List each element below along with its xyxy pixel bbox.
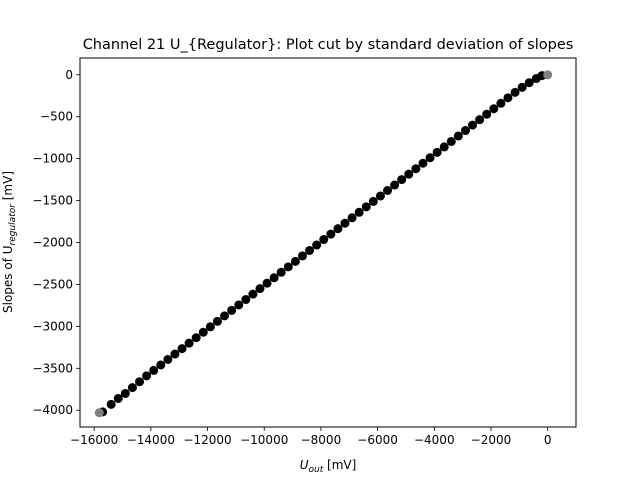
y-tick-label-1: −500: [40, 110, 73, 124]
data-point-s0-2: [113, 393, 123, 403]
data-point-s0-13: [191, 333, 201, 343]
y-tick-label-5: −2500: [32, 277, 73, 291]
x-tick-label-7: −2000: [471, 433, 512, 447]
data-point-s0-15: [205, 322, 215, 332]
data-point-s0-50: [453, 131, 463, 141]
data-point-s0-48: [439, 142, 449, 152]
x-axis-ticks: −16000 −14000 −12000 −10000 −8000 −6000 −4000 −…: [70, 427, 551, 447]
data-point-s0-37: [361, 202, 371, 212]
x-axis-label-subscript: out: [308, 465, 323, 475]
y-tick-label-0: 0: [65, 68, 73, 82]
x-axis-label-unit: [mV]: [323, 458, 356, 472]
data-point-s0-20: [241, 295, 251, 305]
data-point-s0-53: [475, 115, 485, 125]
data-point-s0-57: [503, 93, 513, 103]
data-point-s0-14: [198, 327, 208, 337]
data-point-s0-34: [340, 218, 350, 228]
data-points: [94, 70, 553, 418]
data-point-s0-58: [510, 87, 520, 97]
data-point-s0-7: [149, 365, 159, 375]
data-point-s0-3: [120, 388, 130, 398]
data-point-s0-59: [517, 82, 527, 92]
data-point-s0-9: [163, 354, 173, 364]
data-point-s0-1: [106, 399, 116, 409]
x-tick-label-0: −16000: [70, 433, 118, 447]
y-axis-label-subscript: regulator: [8, 203, 18, 246]
y-axis-label-unit: [mV]: [1, 171, 15, 204]
y-tick-label-6: −3000: [32, 319, 73, 333]
data-point-s0-43: [404, 169, 414, 179]
y-tick-label-2: −1000: [32, 152, 73, 166]
y-axis-label-main: Slopes of U: [1, 245, 15, 313]
x-tick-label-1: −14000: [127, 433, 175, 447]
data-point-s0-8: [156, 360, 166, 370]
data-point-s0-55: [489, 104, 499, 114]
data-point-s1-1: [543, 70, 553, 80]
data-point-s0-12: [184, 338, 194, 348]
data-point-s0-21: [248, 289, 258, 299]
data-point-s0-36: [354, 207, 364, 217]
data-point-s0-16: [212, 316, 222, 326]
data-point-s0-23: [262, 278, 272, 288]
data-point-s0-49: [446, 136, 456, 146]
x-tick-label-2: −12000: [183, 433, 231, 447]
data-point-s0-51: [460, 126, 470, 136]
y-tick-label-8: −4000: [32, 403, 73, 417]
y-tick-label-4: −2000: [32, 236, 73, 250]
data-point-s0-11: [177, 344, 187, 354]
data-point-s0-29: [305, 245, 315, 255]
data-point-s0-35: [347, 213, 357, 223]
data-point-s0-30: [312, 240, 322, 250]
y-tick-label-7: −3500: [32, 361, 73, 375]
data-point-s0-18: [227, 305, 237, 315]
y-axis-ticks: 0 −500 −1000 −1500 −2000 −2500 −3000 −3500 −4000: [32, 68, 80, 417]
data-point-s0-46: [425, 153, 435, 163]
data-point-s0-26: [283, 262, 293, 272]
x-tick-label-8: 0: [544, 433, 552, 447]
data-point-s0-22: [255, 284, 265, 294]
data-point-s0-44: [411, 164, 421, 174]
data-point-s0-24: [269, 273, 279, 283]
data-point-s0-19: [234, 300, 244, 310]
data-point-s0-5: [135, 377, 145, 387]
data-point-s0-33: [333, 224, 343, 234]
data-point-s0-17: [220, 311, 230, 321]
x-tick-label-6: −4000: [414, 433, 455, 447]
data-point-s0-27: [290, 256, 300, 266]
data-point-s0-41: [390, 180, 400, 190]
data-point-s0-32: [326, 229, 336, 239]
x-axis-label: Uout [mV]: [300, 458, 357, 475]
data-point-s1-0: [94, 408, 104, 418]
data-point-s0-10: [170, 349, 180, 359]
x-tick-label-5: −6000: [357, 433, 398, 447]
data-point-s0-28: [297, 251, 307, 261]
data-point-s0-38: [368, 196, 378, 206]
y-tick-label-3: −1500: [32, 194, 73, 208]
data-point-s0-39: [375, 191, 385, 201]
data-point-s0-47: [432, 147, 442, 157]
data-point-s0-25: [276, 267, 286, 277]
data-point-s0-4: [127, 383, 137, 393]
y-axis-label: Slopes of Uregulator [mV]: [1, 171, 18, 313]
data-point-s0-56: [496, 98, 506, 108]
x-axis-label-main: U: [300, 458, 309, 472]
x-tick-label-4: −8000: [301, 433, 342, 447]
data-point-s0-52: [468, 120, 478, 130]
data-point-s0-60: [524, 78, 534, 88]
data-point-s0-31: [319, 235, 329, 245]
data-point-s0-42: [397, 175, 407, 185]
data-point-s0-54: [482, 109, 492, 119]
data-point-s0-45: [418, 158, 428, 168]
data-point-s0-6: [142, 371, 152, 381]
chart-title: Channel 21 U_{Regulator}: Plot cut by st…: [83, 37, 574, 53]
data-point-s0-40: [383, 186, 393, 195]
x-tick-label-3: −10000: [240, 433, 288, 447]
